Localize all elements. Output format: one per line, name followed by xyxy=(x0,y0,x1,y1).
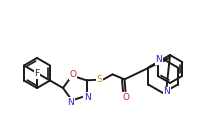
Text: F: F xyxy=(34,70,39,78)
Text: N: N xyxy=(164,87,170,97)
Text: N: N xyxy=(84,93,91,102)
Text: O: O xyxy=(70,70,76,79)
Text: N: N xyxy=(156,55,162,65)
Text: N: N xyxy=(68,98,74,107)
Text: S: S xyxy=(97,75,102,84)
Text: O: O xyxy=(122,93,129,102)
